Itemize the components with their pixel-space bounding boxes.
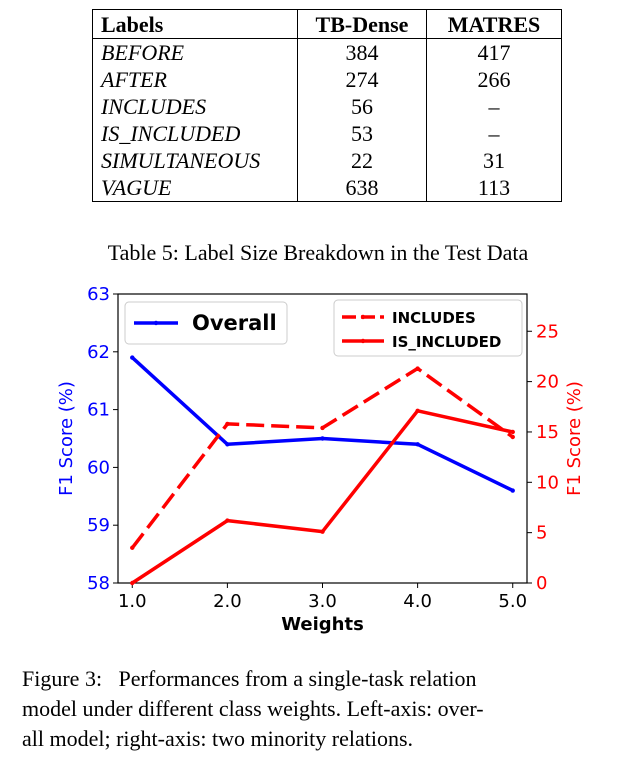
legend-label-includes: INCLUDES [392,309,476,327]
data-point-overall [510,488,515,493]
row-matres: 417 [426,38,562,66]
table-row: IS_INCLUDED 53 – [92,120,562,147]
data-point-is-included [415,408,420,414]
figure-caption-line-3: all model; right-axis: two minority rela… [22,726,414,751]
label-size-table-wrapper: Labels TB-Dense MATRES BEFORE 384 417 AF… [92,9,562,202]
left-tick-label: 59 [87,515,110,536]
row-label: VAGUE [92,174,298,202]
row-matres: – [426,93,562,120]
legend-label-overall: Overall [192,311,277,335]
row-matres: 31 [426,147,562,174]
table-header-row: Labels TB-Dense MATRES [92,9,562,39]
data-point-overall [320,436,325,441]
table-row: SIMULTANEOUS 22 31 [92,147,562,174]
header-labels: Labels [92,9,298,39]
left-tick-label: 63 [87,284,110,305]
left-tick-label: 58 [87,573,110,594]
data-point-overall [415,442,420,447]
row-tb-dense: 384 [297,38,427,66]
right-tick-label: 20 [536,372,559,393]
table-row: INCLUDES 56 – [92,93,562,120]
x-tick-label: 2.0 [213,591,242,612]
chart-legends: Overall INCLUDES IS_INCLUDED [124,299,523,357]
header-tb-dense: TB-Dense [297,9,427,39]
right-tick-label: 5 [536,523,547,544]
left-tick-label: 62 [87,342,110,363]
series-line-overall [131,356,514,493]
row-tb-dense: 56 [297,93,427,120]
data-point-is-included [320,529,325,534]
row-tb-dense: 22 [297,147,427,174]
series-line-includes [130,366,514,549]
row-label: SIMULTANEOUS [92,147,298,174]
right-y-axis-label: F1 Score (%) [564,381,585,496]
legend-marker-includes [360,314,366,320]
data-point-is-included [225,518,230,523]
x-axis-label: Weights [281,614,364,635]
row-tb-dense: 274 [297,66,427,93]
legend-marker-overall [153,320,159,326]
label-size-table: Labels TB-Dense MATRES BEFORE 384 417 AF… [92,9,562,202]
data-point-is-included [130,580,135,586]
row-label: BEFORE [92,38,298,66]
table-row: VAGUE 638 113 [92,174,562,202]
table-row: BEFORE 384 417 [92,38,562,66]
figure-caption: Figure 3: Performances from a single-tas… [22,664,618,754]
table-row: AFTER 274 266 [92,66,562,93]
row-matres: – [426,120,562,147]
right-tick-label: 25 [536,321,559,342]
legend-label-is-included: IS_INCLUDED [392,333,501,351]
figure-caption-line-2: model under different class weights. Lef… [22,696,484,721]
left-tick-label: 60 [87,457,110,478]
row-label: AFTER [92,66,298,93]
row-matres: 266 [426,66,562,93]
left-y-axis-label: F1 Score (%) [56,381,77,496]
data-point-overall [225,442,230,447]
left-tick-label: 61 [87,400,110,421]
legend-marker-is-included [360,338,366,344]
row-tb-dense: 53 [297,120,427,147]
table-caption: Table 5: Label Size Breakdown in the Tes… [107,240,529,265]
x-tick-label: 1.0 [118,591,147,612]
legend-left-box [124,301,288,345]
row-tb-dense: 638 [297,174,427,202]
f1-weights-chart: Weights F1 Score (%) F1 Score (%) 58 59 60 61… [56,284,585,635]
x-tick-label: 5.0 [498,591,527,612]
data-point-includes [415,366,420,371]
chart-ticks: 58 59 60 61 62 63 0 5 10 15 20 25 1.0 2.0 3.0 4.0 5.0 [87,284,559,612]
x-tick-label: 4.0 [403,591,432,612]
row-label: INCLUDES [92,93,298,120]
header-matres: MATRES [426,9,562,39]
data-point-is-included [510,429,515,435]
data-point-includes [130,545,135,550]
data-point-includes [320,425,325,431]
x-tick-label: 3.0 [308,591,337,612]
right-tick-label: 0 [536,573,547,594]
data-point-overall [130,355,135,360]
right-tick-label: 10 [536,472,559,493]
data-point-includes [510,434,515,440]
right-tick-label: 15 [536,422,559,443]
row-label: IS_INCLUDED [92,120,298,147]
row-matres: 113 [426,174,562,202]
data-point-includes [225,421,230,427]
figure-caption-line-1: Figure 3: Performances from a single-tas… [22,666,477,691]
chart-series [130,355,515,586]
